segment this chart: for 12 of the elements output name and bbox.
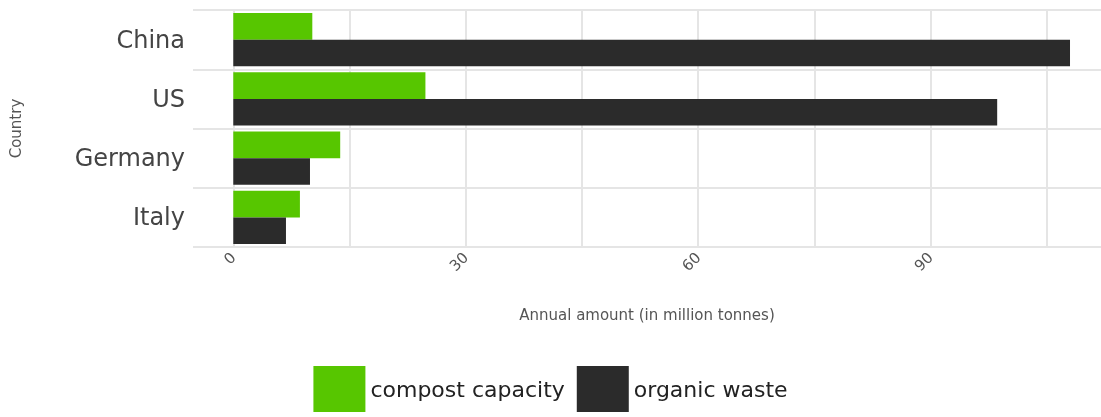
y-tick-label: Germany [74,144,185,173]
x-tick-label: 0 [220,248,240,269]
x-tick-label: 60 [678,248,705,275]
y-tick-label: China [116,25,185,54]
x-axis-title: Annual amount (in million tonnes) [519,305,775,324]
x-tick-label: 90 [910,248,937,275]
legend-label: compost capacity [370,376,565,402]
y-tick-label: Italy [132,203,185,232]
legend-label: organic waste [633,376,788,402]
x-tick-label: 30 [445,248,473,275]
y-axis-title: Country [6,98,25,159]
y-tick-label: US [152,84,185,113]
